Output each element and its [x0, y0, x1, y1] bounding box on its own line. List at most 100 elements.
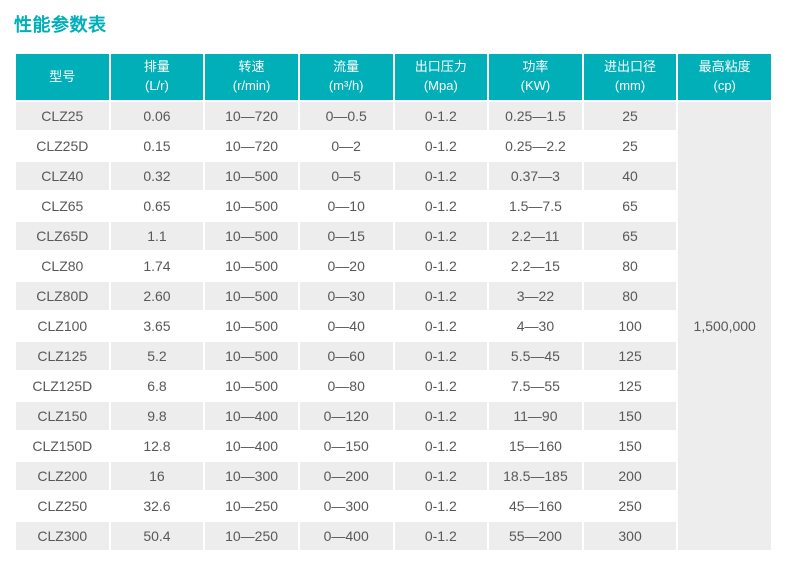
table-cell-pressure: 0-1.2 [394, 342, 488, 370]
header-cell-speed: 转速 (r/min) [205, 54, 298, 100]
table-cell-pressure: 0-1.2 [394, 132, 488, 160]
table-row: CLZ150D 12.8 10—400 0—150 0-1.2 15—160 150 [16, 432, 771, 460]
table-cell-model: CLZ80D [16, 282, 109, 310]
table-row: CLZ25D 0.15 10—720 0—2 0-1.2 0.25—2.2 25 [16, 132, 771, 160]
table-cell-displacement: 2.60 [110, 282, 204, 310]
table-cell-power: 3—22 [489, 282, 582, 310]
table-cell-power: 0.25—1.5 [489, 102, 582, 130]
table-cell-max-viscosity: 1,500,000 [678, 102, 771, 550]
table-cell-model: CLZ40 [16, 162, 109, 190]
table-cell-speed: 10—250 [205, 492, 298, 520]
table-row: CLZ80 1.74 10—500 0—20 0-1.2 2.2—15 80 [16, 252, 771, 280]
table-cell-displacement: 12.8 [110, 432, 204, 460]
table-cell-displacement: 0.65 [110, 192, 204, 220]
table-cell-displacement: 0.32 [110, 162, 204, 190]
table-cell-model: CLZ125 [16, 342, 109, 370]
table-cell-model: CLZ25 [16, 102, 109, 130]
table-cell-pressure: 0-1.2 [394, 492, 488, 520]
table-cell-power: 0.37—3 [489, 162, 582, 190]
table-cell-model: CLZ250 [16, 492, 109, 520]
table-cell-speed: 10—720 [205, 132, 298, 160]
table-cell-pressure: 0-1.2 [394, 372, 488, 400]
table-cell-diameter: 25 [583, 132, 677, 160]
table-cell-displacement: 5.2 [110, 342, 204, 370]
table-cell-displacement: 0.15 [110, 132, 204, 160]
table-cell-model: CLZ25D [16, 132, 109, 160]
header-cell-displacement: 排量 (L/r) [110, 54, 204, 100]
table-cell-model: CLZ300 [16, 522, 109, 550]
table-row: CLZ125D 6.8 10—500 0—80 0-1.2 7.5—55 125 [16, 372, 771, 400]
table-cell-power: 7.5—55 [489, 372, 582, 400]
table-row: CLZ250 32.6 10—250 0—300 0-1.2 45—160 250 [16, 492, 771, 520]
table-cell-diameter: 80 [583, 252, 677, 280]
table-header-row: 型号 排量 (L/r) 转速 (r/min) 流量 (m³/h) 出口压力 [16, 54, 771, 100]
table-cell-diameter: 150 [583, 402, 677, 430]
table-cell-power: 45—160 [489, 492, 582, 520]
table-row: CLZ25 0.06 10—720 0—0.5 0-1.2 0.25—1.5 25 1,500… [16, 102, 771, 550]
table-row: CLZ125 5.2 10—500 0—60 0-1.2 5.5—45 125 [16, 342, 771, 370]
table-cell-pressure: 0-1.2 [394, 162, 488, 190]
header-cell-max-viscosity: 最高粘度 (cp) [678, 54, 771, 100]
table-cell-flow: 0—150 [299, 432, 393, 460]
table-cell-flow: 0—400 [299, 522, 393, 550]
table-cell-speed: 10—720 [205, 102, 298, 130]
table-cell-displacement: 6.8 [110, 372, 204, 400]
table-cell-speed: 10—400 [205, 402, 298, 430]
table-cell-power: 4—30 [489, 312, 582, 340]
table-cell-flow: 0—15 [299, 222, 393, 250]
table-cell-flow: 0—300 [299, 492, 393, 520]
table-cell-flow: 0—60 [299, 342, 393, 370]
table-cell-speed: 10—300 [205, 462, 298, 490]
header-cell-flow: 流量 (m³/h) [299, 54, 393, 100]
table-row: CLZ300 50.4 10—250 0—400 0-1.2 55—200 300 [16, 522, 771, 550]
table-cell-flow: 0—80 [299, 372, 393, 400]
table-cell-power: 5.5—45 [489, 342, 582, 370]
table-row: CLZ100 3.65 10—500 0—40 0-1.2 4—30 100 [16, 312, 771, 340]
table-cell-model: CLZ150D [16, 432, 109, 460]
table-cell-speed: 10—500 [205, 252, 298, 280]
table-cell-displacement: 16 [110, 462, 204, 490]
table-cell-speed: 10—500 [205, 282, 298, 310]
table-row: CLZ80D 2.60 10—500 0—30 0-1.2 3—22 80 [16, 282, 771, 310]
table-cell-pressure: 0-1.2 [394, 522, 488, 550]
table-cell-diameter: 100 [583, 312, 677, 340]
table-cell-speed: 10—250 [205, 522, 298, 550]
table-cell-diameter: 65 [583, 222, 677, 250]
table-cell-power: 11—90 [489, 402, 582, 430]
table-cell-pressure: 0-1.2 [394, 252, 488, 280]
table-cell-displacement: 1.1 [110, 222, 204, 250]
table-cell-model: CLZ125D [16, 372, 109, 400]
table-row: CLZ200 16 10—300 0—200 0-1.2 18.5—185 200 [16, 462, 771, 490]
header-cell-pressure: 出口压力 (Mpa) [394, 54, 488, 100]
table-cell-speed: 10—500 [205, 342, 298, 370]
table-body: CLZ25 0.06 10—720 0—0.5 0-1.2 0.25—1.5 25 1,500… [16, 102, 771, 550]
table-cell-displacement: 32.6 [110, 492, 204, 520]
performance-parameters-table: 型号 排量 (L/r) 转速 (r/min) 流量 (m³/h) 出口压力 [14, 52, 773, 552]
table-cell-displacement: 0.06 [110, 102, 204, 130]
table-cell-pressure: 0-1.2 [394, 402, 488, 430]
table-cell-flow: 0—5 [299, 162, 393, 190]
table-cell-diameter: 300 [583, 522, 677, 550]
table-cell-pressure: 0-1.2 [394, 282, 488, 310]
table-cell-diameter: 250 [583, 492, 677, 520]
table-cell-diameter: 150 [583, 432, 677, 460]
header-cell-diameter: 进出口径 (mm) [583, 54, 677, 100]
header-cell-power: 功率 (KW) [489, 54, 582, 100]
table-cell-flow: 0—2 [299, 132, 393, 160]
table-cell-diameter: 25 [583, 102, 677, 130]
table-cell-flow: 0—10 [299, 192, 393, 220]
table-cell-diameter: 200 [583, 462, 677, 490]
table-cell-speed: 10—400 [205, 432, 298, 460]
table-cell-model: CLZ150 [16, 402, 109, 430]
table-cell-pressure: 0-1.2 [394, 312, 488, 340]
table-cell-diameter: 65 [583, 192, 677, 220]
table-cell-pressure: 0-1.2 [394, 462, 488, 490]
table-row: CLZ65D 1.1 10—500 0—15 0-1.2 2.2—11 65 [16, 222, 771, 250]
table-cell-power: 2.2—11 [489, 222, 582, 250]
table-cell-power: 55—200 [489, 522, 582, 550]
table-cell-flow: 0—40 [299, 312, 393, 340]
table-row: CLZ65 0.65 10—500 0—10 0-1.2 1.5—7.5 65 [16, 192, 771, 220]
table-cell-speed: 10—500 [205, 312, 298, 340]
table-cell-power: 0.25—2.2 [489, 132, 582, 160]
table-cell-model: CLZ65D [16, 222, 109, 250]
